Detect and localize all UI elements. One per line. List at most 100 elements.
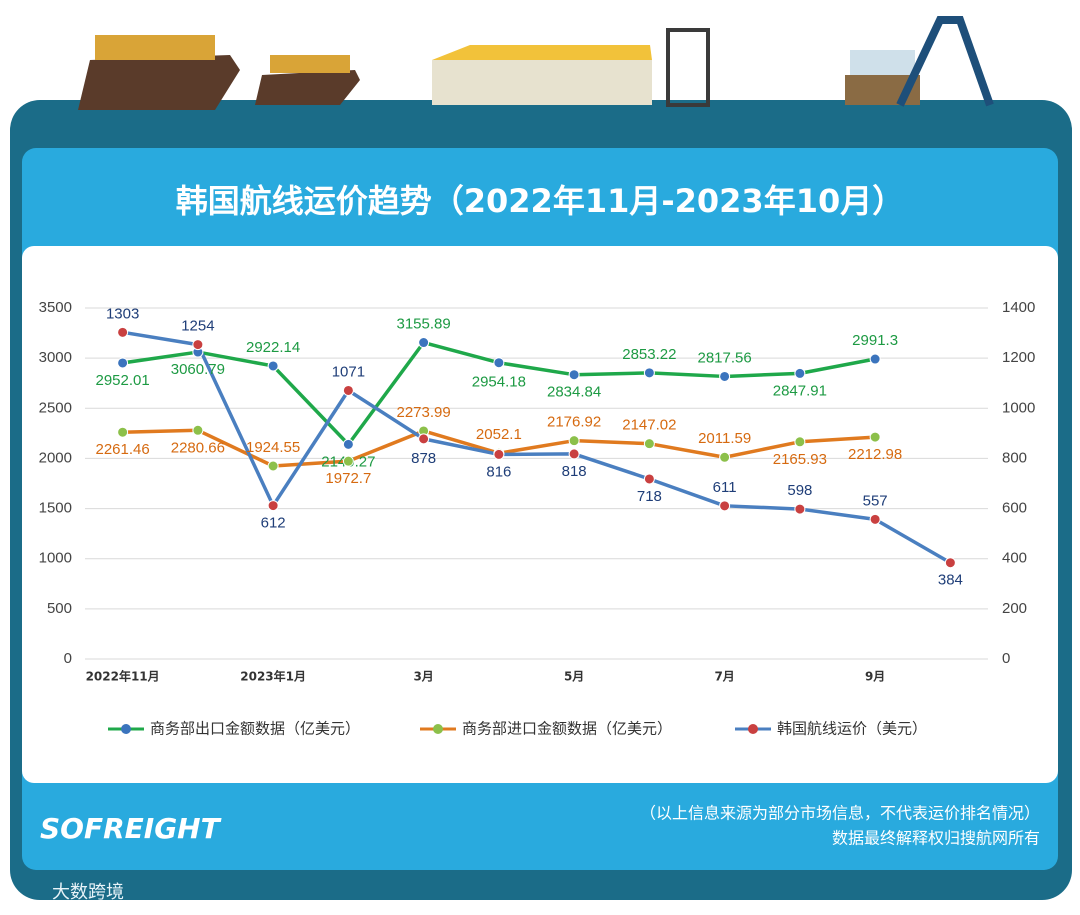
decoration — [78, 16, 994, 110]
point — [869, 431, 881, 443]
point — [869, 353, 881, 365]
legend-label: 商务部出口金额数据（亿美元） — [150, 720, 360, 738]
data-label: 1972.7 — [325, 470, 371, 487]
point — [342, 455, 354, 467]
data-label: 611 — [713, 479, 737, 496]
point — [267, 360, 279, 372]
data-label: 2147.02 — [622, 417, 676, 434]
data-label: 3155.89 — [397, 315, 451, 332]
x-tick-label: 5月 — [564, 670, 584, 684]
data-label: 598 — [787, 482, 812, 499]
data-label: 2834.84 — [547, 384, 601, 401]
data-label: 557 — [863, 492, 888, 509]
data-label: 2176.92 — [547, 414, 601, 431]
data-label: 718 — [637, 488, 662, 505]
legend-label: 商务部进口金额数据（亿美元） — [462, 720, 672, 738]
point — [794, 503, 806, 515]
y2-tick-label: 400 — [1002, 550, 1027, 567]
point — [568, 448, 580, 460]
point — [267, 460, 279, 472]
data-label: 2212.98 — [848, 446, 902, 463]
data-label: 3060.79 — [171, 361, 225, 378]
y2-tick-label: 800 — [1002, 449, 1027, 466]
point — [342, 438, 354, 450]
point — [117, 426, 129, 438]
plot: 0 500 1000 1500 2000 2500 3000 3500 0 200 400 600 80… — [39, 299, 1036, 738]
data-label: 2922.14 — [246, 339, 300, 356]
point — [418, 433, 430, 445]
x-tick-label: 2023年1月 — [240, 669, 306, 684]
y-tick-label: 500 — [47, 600, 72, 617]
point — [643, 473, 655, 485]
legend-marker — [433, 724, 443, 734]
footer-note: （以上信息来源为部分市场信息，不代表运价排名情况） — [640, 804, 1040, 823]
y2-tick-label: 0 — [1002, 650, 1010, 667]
chart-card — [22, 246, 1058, 783]
point — [493, 448, 505, 460]
data-label: 384 — [938, 572, 963, 589]
point — [643, 367, 655, 379]
data-label: 2817.56 — [698, 349, 752, 366]
data-label: 2952.01 — [96, 372, 150, 389]
point — [418, 337, 430, 349]
footer-rights: 数据最终解释权归搜航网所有 — [832, 829, 1040, 848]
y2-tick-label: 1000 — [1002, 399, 1035, 416]
y-tick-label: 2000 — [39, 449, 72, 466]
x-tick-label: 9月 — [865, 670, 885, 684]
y-tick-label: 1000 — [39, 550, 72, 567]
data-label: 816 — [486, 463, 511, 480]
data-label: 2165.93 — [773, 451, 827, 468]
point — [869, 513, 881, 525]
point — [643, 438, 655, 450]
y-tick-label: 0 — [64, 650, 72, 667]
x-tick-label: 7月 — [714, 670, 734, 684]
data-label: 1303 — [106, 305, 139, 322]
point — [719, 370, 731, 382]
y-tick-label: 1500 — [39, 500, 72, 517]
data-label: 2954.18 — [472, 374, 526, 391]
point — [493, 357, 505, 369]
data-label: 2261.46 — [96, 441, 150, 458]
data-label: 2011.59 — [698, 430, 751, 447]
chart-title: 韩国航线运价趋势（2022年11月-2023年10月） — [176, 182, 904, 220]
y2-tick-label: 1400 — [1002, 299, 1035, 316]
point — [719, 500, 731, 512]
point — [794, 367, 806, 379]
data-label: 2273.99 — [397, 404, 451, 421]
point — [192, 424, 204, 436]
point — [342, 384, 354, 396]
logo: SOFREIGHT — [40, 812, 222, 845]
legend-marker — [748, 724, 758, 734]
point — [944, 557, 956, 569]
x-tick-label: 2022年11月 — [86, 669, 160, 684]
point — [267, 500, 279, 512]
series-line — [122, 330, 952, 565]
point — [719, 451, 731, 463]
data-label: 1254 — [181, 318, 214, 335]
data-label: 612 — [261, 515, 286, 532]
legend-label: 韩国航线运价（美元） — [777, 720, 927, 738]
point — [794, 436, 806, 448]
point — [568, 435, 580, 447]
y2-tick-label: 1200 — [1002, 349, 1035, 366]
data-label: 2847.91 — [773, 382, 827, 399]
y-tick-label: 2500 — [39, 399, 72, 416]
data-label: 2853.22 — [622, 346, 676, 363]
point — [568, 369, 580, 381]
x-tick-label: 3月 — [413, 670, 433, 684]
y-tick-label: 3000 — [39, 349, 72, 366]
y2-tick-label: 600 — [1002, 500, 1027, 517]
y2-tick-label: 200 — [1002, 600, 1027, 617]
data-label: 2280.66 — [171, 439, 225, 456]
point — [192, 339, 204, 351]
y-tick-label: 3500 — [39, 299, 72, 316]
point — [117, 357, 129, 369]
watermark: 大数跨境 — [52, 882, 124, 903]
data-label: 1924.55 — [246, 439, 300, 456]
data-label: 2991.3 — [852, 332, 898, 349]
point — [117, 326, 129, 338]
data-label: 818 — [562, 463, 587, 480]
data-label: 878 — [411, 450, 436, 467]
data-label: 1071 — [332, 363, 365, 380]
